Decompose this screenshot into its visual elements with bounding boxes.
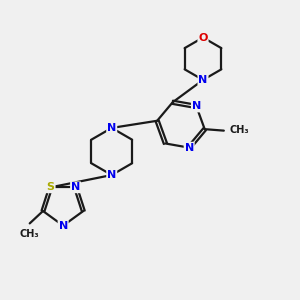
Text: N: N [198,75,208,85]
Text: N: N [107,170,116,180]
Text: CH₃: CH₃ [20,229,40,239]
Text: N: N [192,101,201,112]
Text: N: N [71,182,80,192]
Text: CH₃: CH₃ [229,125,249,135]
Text: O: O [198,32,208,43]
Text: N: N [58,221,68,231]
Text: S: S [47,182,55,192]
Text: N: N [184,143,194,153]
Text: N: N [107,123,116,133]
